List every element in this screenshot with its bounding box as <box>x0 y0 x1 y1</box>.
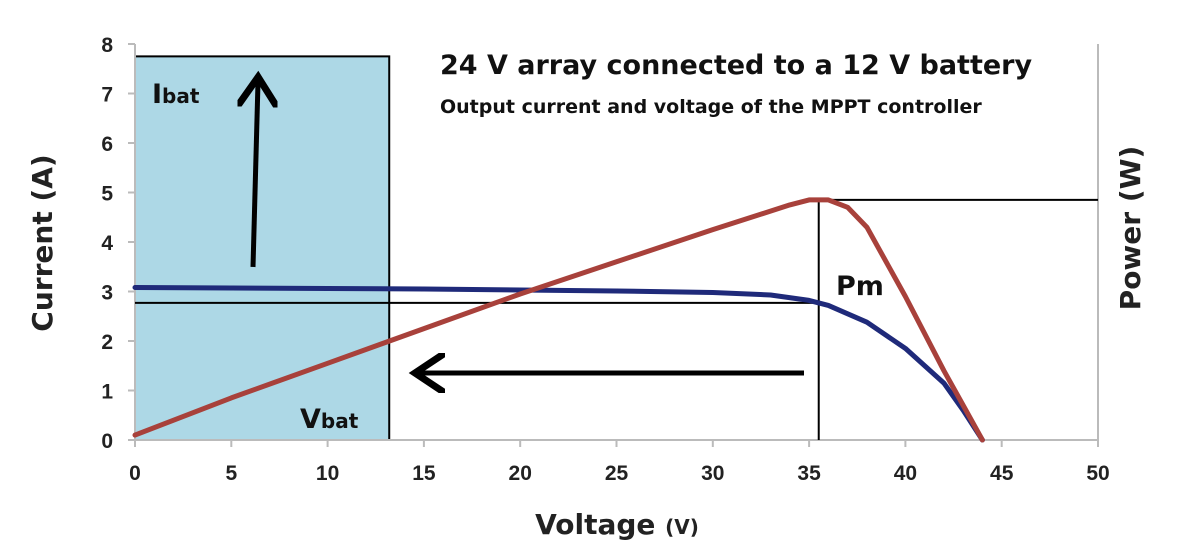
battery-region <box>134 55 391 441</box>
x-tick-label: 50 <box>1086 462 1109 485</box>
vbat-label-sub: bat <box>321 409 359 433</box>
y-tick-label: 7 <box>101 84 113 107</box>
x-tick-label: 0 <box>129 462 141 485</box>
vbat-label: Vbat <box>300 404 359 435</box>
chart-title: 24 V array connected to a 12 V battery <box>440 50 1033 81</box>
current-curve <box>132 285 985 443</box>
pm-label: Pm <box>836 271 884 302</box>
x-axis-title: Voltage (V) <box>535 508 699 541</box>
x-tick-label: 35 <box>797 462 821 485</box>
power-curve <box>132 197 985 443</box>
x-axis-unit: (V) <box>665 515 699 539</box>
y-tick-label: 0 <box>101 430 113 453</box>
vbat-label-main: V <box>300 404 321 435</box>
arrows <box>253 82 804 373</box>
x-tick-label: 30 <box>701 462 724 485</box>
y-tick-label: 8 <box>101 34 113 57</box>
y-tick-label: 2 <box>101 331 113 354</box>
y-tick-label: 1 <box>101 381 113 404</box>
reference-lines <box>135 198 1098 440</box>
y2-axis-title: Power (W) <box>1114 146 1147 311</box>
y-axis-title: Current (A) <box>26 154 59 331</box>
x-tick-label: 10 <box>316 462 339 485</box>
x-tick-label: 5 <box>225 462 237 485</box>
upward-arrow <box>253 82 258 268</box>
ibat-label-main: I <box>152 79 162 110</box>
x-tick-label: 20 <box>509 462 532 485</box>
y-tick-label: 4 <box>101 232 113 255</box>
x-tick-label: 15 <box>412 462 436 485</box>
series-layer <box>132 197 985 443</box>
ibat-label-sub: bat <box>162 84 200 108</box>
chart-subtitle: Output current and voltage of the MPPT c… <box>440 96 982 118</box>
x-axis-title-text: Voltage <box>535 508 655 541</box>
y-tick-label: 5 <box>101 183 113 206</box>
x-tick-label: 45 <box>990 462 1014 485</box>
x-tick-label: 25 <box>605 462 629 485</box>
y-tick-label: 6 <box>101 133 113 156</box>
y-tick-label: 3 <box>101 282 113 305</box>
x-tick-label: 40 <box>894 462 917 485</box>
ibat-label: Ibat <box>152 79 200 110</box>
